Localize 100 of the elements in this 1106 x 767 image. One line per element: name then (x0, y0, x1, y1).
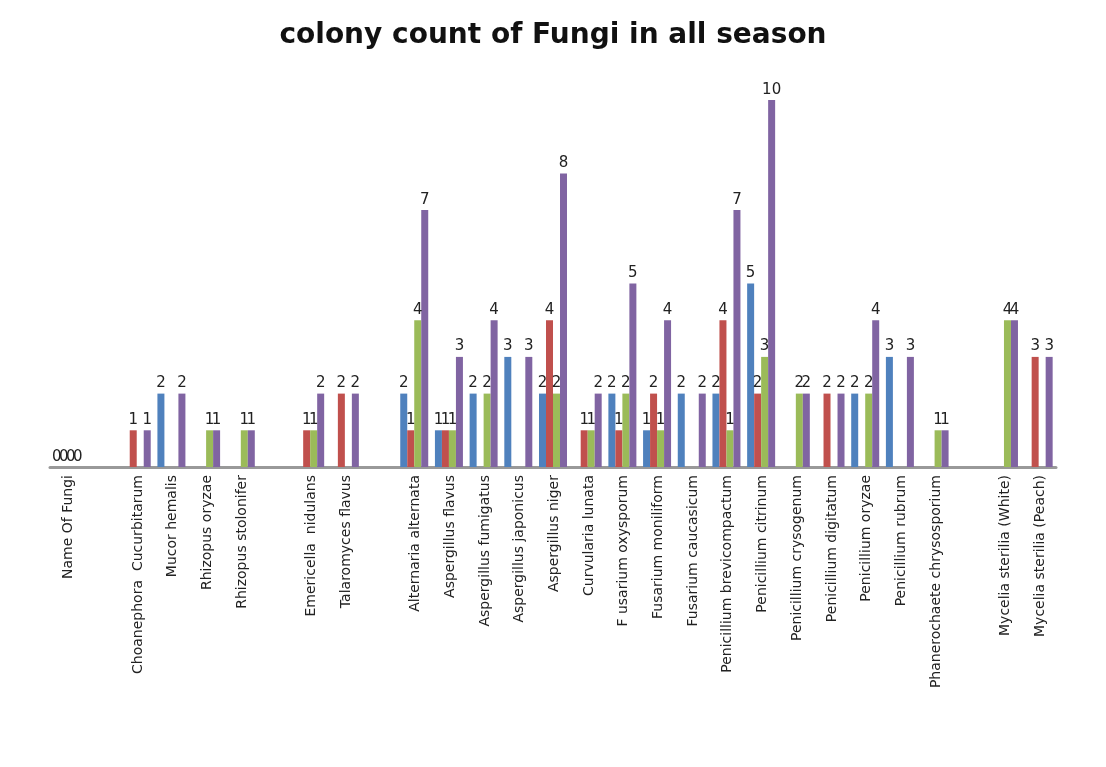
x-tick-label: Mycelia sterilia (White) (995, 475, 1012, 636)
data-label: 1 (128, 409, 138, 428)
bar (1045, 356, 1053, 467)
bar (143, 430, 151, 467)
data-label: 2 (849, 373, 860, 392)
data-label: 2 (648, 373, 659, 392)
bar (525, 356, 533, 467)
x-tick-label: Rhizopus oryzae (198, 475, 215, 591)
data-label: 3 (759, 336, 770, 355)
x-tick-label: Talaromyces flavus (336, 475, 353, 610)
data-label: 4 (412, 299, 423, 318)
bar (129, 430, 137, 467)
bar (580, 430, 588, 467)
bar (317, 393, 325, 467)
x-tick-label: Penicillium crysogenum (787, 475, 804, 642)
bar (490, 320, 498, 467)
x-tick-label: Penicillium oryzae (857, 475, 874, 602)
data-label: 3 (454, 336, 465, 355)
bar (650, 393, 658, 467)
data-label: 2 (482, 373, 492, 392)
x-tick-label: Aspergillus niger (545, 474, 561, 593)
bar (615, 430, 623, 467)
bar (587, 430, 595, 467)
bar (1003, 320, 1011, 467)
data-label: 2 (621, 373, 631, 392)
bar (622, 393, 630, 467)
x-tick-label: Choanephora Cucurbitarum (128, 475, 145, 674)
data-label: 2 (697, 373, 708, 392)
x-tick-label: Phanerochaete chrysosporium (926, 475, 943, 689)
bar (553, 393, 560, 467)
bar (761, 356, 769, 467)
x-tick-label: Penicillium digitatum (822, 475, 839, 623)
data-label: 4 (662, 299, 673, 318)
bar (795, 393, 803, 467)
x-tick-label: Penicillium citrinum (753, 475, 770, 613)
bar (213, 430, 221, 467)
bar (657, 430, 665, 467)
data-label: 2 (350, 373, 361, 392)
bar (400, 393, 408, 467)
data-label: 1 (725, 409, 735, 428)
bar (560, 173, 567, 467)
data-label: 2 (836, 373, 846, 392)
bar (837, 393, 845, 467)
data-label: 3 (905, 336, 916, 355)
bar (546, 320, 553, 467)
x-tick-label: F usarium oxysporum (614, 475, 631, 627)
x-tick-label: Curvularia lunata (579, 475, 596, 596)
bar (726, 430, 734, 467)
x-tick-label: Emericella nidulans (302, 475, 319, 617)
x-tick-label: Rhizopus stolonifer (232, 474, 249, 609)
data-label: 0 (66, 446, 76, 465)
x-tick-label: Mycelia sterilia (Peach) (1030, 475, 1047, 637)
data-label: 3 (884, 336, 895, 355)
data-label: 1 (579, 409, 589, 428)
x-tick-label: Penicillium rubrum (891, 475, 908, 607)
bar (351, 393, 359, 467)
data-label: 3 (524, 336, 534, 355)
data-label: 2 (177, 373, 187, 392)
data-label: 2 (593, 373, 603, 392)
data-label: 2 (863, 373, 874, 392)
data-label: 1 (933, 409, 943, 428)
data-label: 0 (73, 446, 83, 465)
data-label: 5 (628, 263, 638, 281)
chart-title: colony count of Fungi in all season (279, 16, 827, 50)
bar (539, 393, 546, 467)
data-label: 3 (1030, 336, 1040, 355)
data-label: 4 (1009, 299, 1020, 318)
bar (934, 430, 942, 467)
bar (240, 430, 248, 467)
bar (906, 356, 914, 467)
bar (448, 430, 456, 467)
bar (441, 430, 449, 467)
bar (483, 393, 491, 467)
bar (851, 393, 859, 467)
bar (885, 356, 893, 467)
x-tick-label: Name Of Fungi (59, 475, 76, 579)
bar (469, 393, 477, 467)
bar (455, 356, 463, 467)
data-label: 2 (822, 373, 832, 392)
data-label: 2 (336, 373, 347, 392)
data-label: 4 (718, 299, 728, 318)
bar (754, 393, 762, 467)
data-label: 7 (732, 189, 742, 208)
bar (823, 393, 831, 467)
data-label: 1 (614, 409, 624, 428)
bar (802, 393, 810, 467)
bar (719, 320, 727, 467)
data-label: 2 (156, 373, 166, 392)
x-tick-label: Aspergillus flavus (440, 475, 457, 598)
data-label: 4 (870, 299, 881, 318)
data-label: 3 (1044, 336, 1054, 355)
bar (629, 283, 637, 467)
data-label: 0 (52, 446, 62, 465)
bar (178, 393, 186, 467)
bar (712, 393, 720, 467)
bar (941, 430, 949, 467)
data-label: 2 (398, 373, 409, 392)
data-label: 2 (676, 373, 687, 392)
bar (310, 430, 318, 467)
x-tick-label: Fusarium moniliform (649, 475, 666, 620)
